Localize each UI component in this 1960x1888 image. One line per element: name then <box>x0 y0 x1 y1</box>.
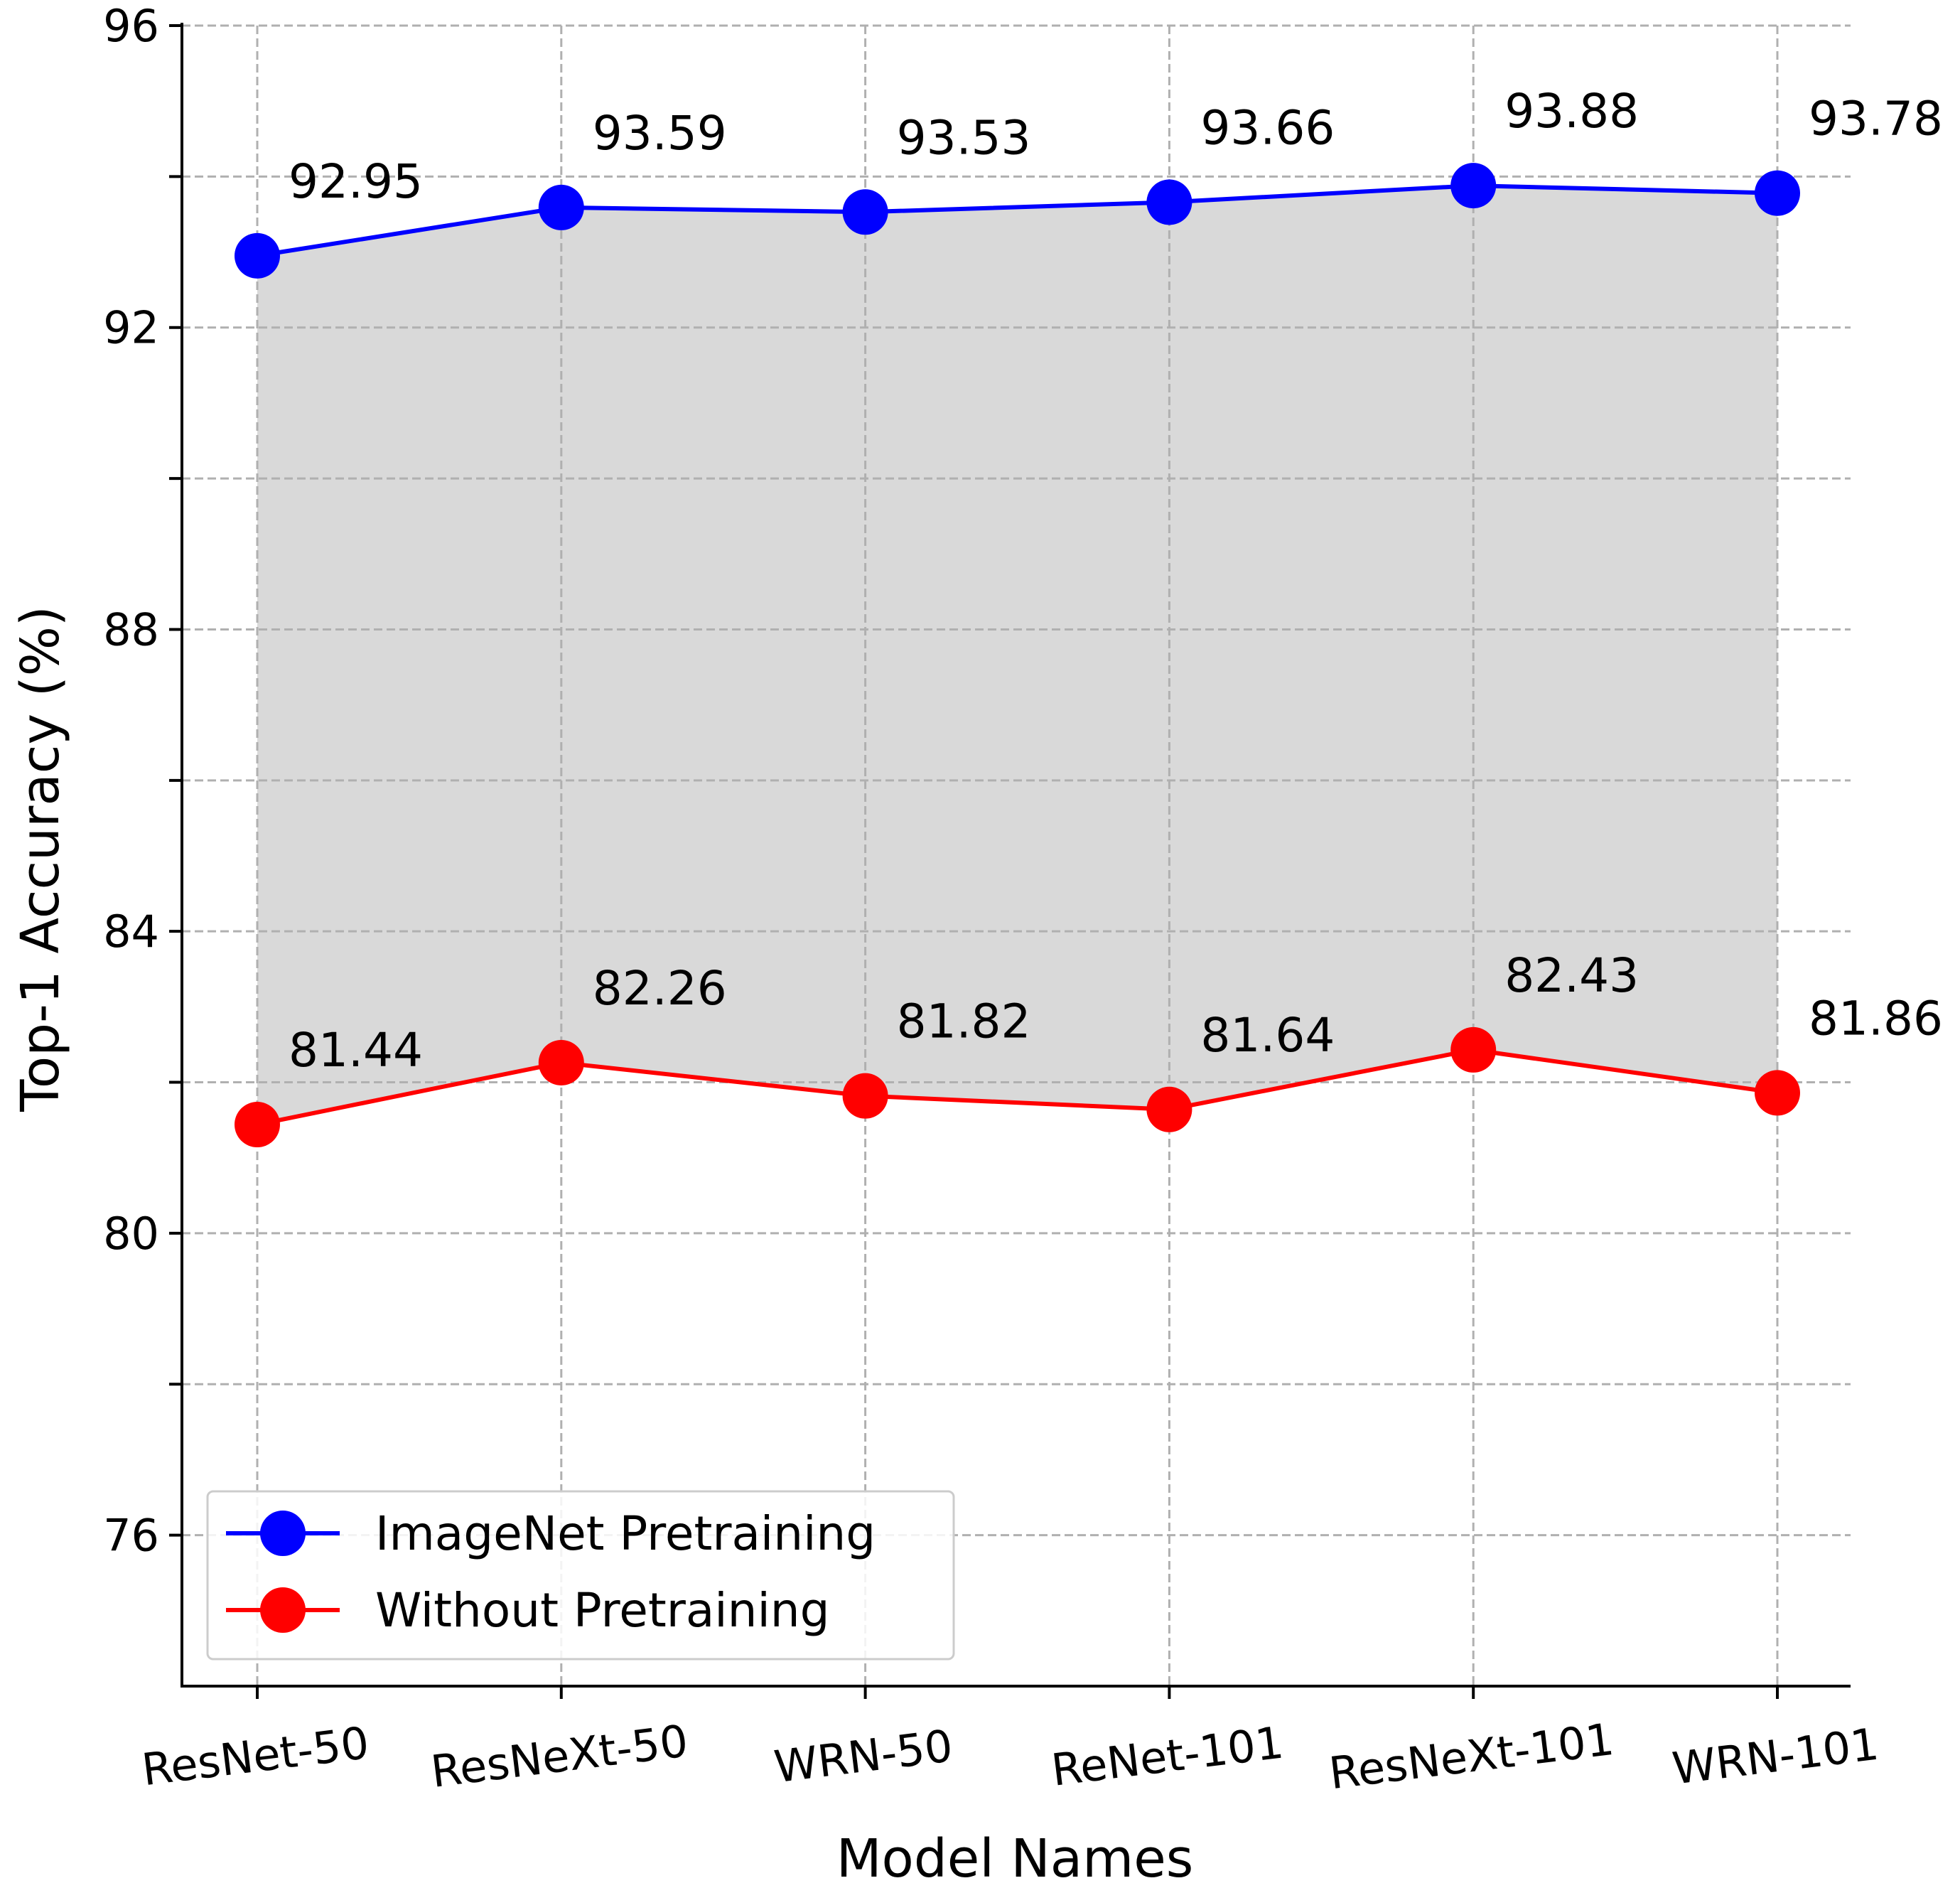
x-tick-label: ReNet-101 <box>1049 1716 1286 1796</box>
x-axis-title: Model Names <box>836 1828 1194 1888</box>
data-point <box>1146 179 1192 225</box>
data-point <box>235 1102 280 1148</box>
series-line-1 <box>257 1047 1778 1127</box>
x-tick-label: ResNeXt-50 <box>428 1715 691 1798</box>
data-label: 81.82 <box>897 994 1031 1049</box>
legend-marker-without <box>260 1587 306 1633</box>
data-point <box>538 1039 584 1085</box>
data-label: 81.86 <box>1809 991 1943 1046</box>
data-point <box>538 184 584 230</box>
x-tick-label: ResNeXt-101 <box>1326 1713 1617 1800</box>
data-point <box>1450 163 1497 209</box>
y-tick-label: 92 <box>103 302 159 354</box>
series-line-0 <box>257 183 1778 258</box>
data-point <box>842 1073 888 1119</box>
data-point <box>235 232 280 279</box>
y-axis-title: Top-1 Accuracy (%) <box>10 606 71 1112</box>
data-label: 93.88 <box>1504 84 1639 139</box>
data-point <box>1755 1070 1800 1116</box>
fill-between-layer <box>257 186 1777 1125</box>
fill-between-area <box>257 186 1777 1125</box>
data-label: 81.44 <box>289 1023 423 1078</box>
y-tick-label: 76 <box>103 1510 159 1562</box>
data-label: 92.95 <box>289 154 423 209</box>
legend-label-imagenet: ImageNet Pretraining <box>375 1506 876 1561</box>
legend: ImageNet Pretraining Without Pretraining <box>206 1490 955 1661</box>
data-label: 93.59 <box>593 106 727 161</box>
y-tick-label: 96 <box>103 0 159 52</box>
data-point <box>842 189 888 235</box>
data-label: 82.43 <box>1504 948 1639 1003</box>
legend-label-without: Without Pretraining <box>375 1583 830 1638</box>
legend-marker-imagenet <box>260 1511 306 1556</box>
data-label: 93.78 <box>1809 92 1943 146</box>
y-tick-label: 84 <box>103 906 159 958</box>
data-label: 93.66 <box>1200 100 1335 155</box>
x-tick-label: WRN-101 <box>1669 1718 1881 1795</box>
y-tick-label: 80 <box>103 1208 159 1260</box>
data-label: 93.53 <box>897 110 1031 165</box>
legend-box <box>206 1490 955 1661</box>
data-label: 81.64 <box>1200 1008 1335 1063</box>
data-labels-layer: 92.95 93.59 93.53 93.66 93.88 93.78 81.44 82.26… <box>289 84 1943 1078</box>
grid-layer <box>182 24 1851 1686</box>
data-point <box>1755 170 1800 216</box>
data-label: 82.26 <box>593 961 727 1016</box>
y-tick-label: 88 <box>103 604 159 655</box>
data-point <box>1146 1086 1192 1132</box>
data-point <box>1450 1026 1497 1073</box>
x-tick-label: WRN-50 <box>771 1720 955 1793</box>
series-layer <box>235 163 1800 1148</box>
x-tick-label: ResNet-50 <box>139 1717 372 1796</box>
